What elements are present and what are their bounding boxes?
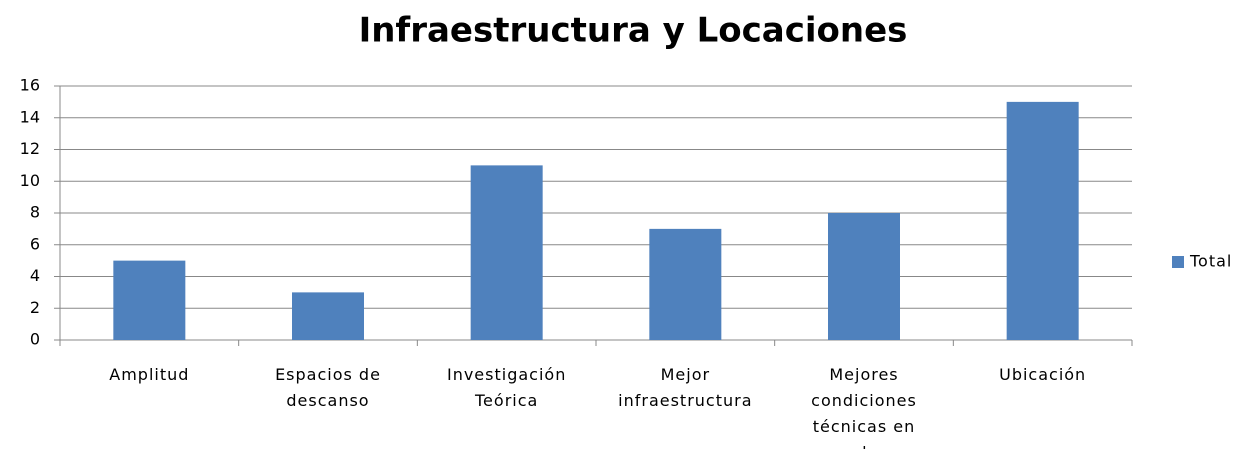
y-tick-label: 16 <box>20 76 40 95</box>
x-tick-label: Espacios de descanso <box>275 365 381 410</box>
bar <box>113 260 186 340</box>
x-tick-label: Amplitud <box>109 365 190 384</box>
y-tick-label: 10 <box>20 171 40 190</box>
legend-label: Total <box>1189 252 1232 271</box>
chart-title: Infraestructura y Locaciones <box>359 11 908 51</box>
y-tick-label: 4 <box>30 266 40 285</box>
y-tick-label: 14 <box>20 107 40 126</box>
bar <box>470 165 543 340</box>
bar <box>649 228 722 340</box>
y-tick-label: 0 <box>30 330 40 349</box>
y-tick-label: 6 <box>30 234 40 253</box>
x-tick-label: Mejores condiciones técnicas en aulas <box>811 365 917 449</box>
y-tick-label: 8 <box>30 203 40 222</box>
legend-swatch <box>1172 256 1184 268</box>
bar <box>828 213 900 340</box>
bar <box>1006 101 1079 340</box>
y-tick-label: 12 <box>20 139 40 158</box>
x-tick-label: Mejor infraestructura <box>618 365 753 410</box>
x-tick-label: Investigación Teórica <box>446 365 567 410</box>
x-tick-label: Ubicación <box>999 365 1087 384</box>
bar <box>292 292 364 340</box>
y-tick-label: 2 <box>30 298 40 317</box>
